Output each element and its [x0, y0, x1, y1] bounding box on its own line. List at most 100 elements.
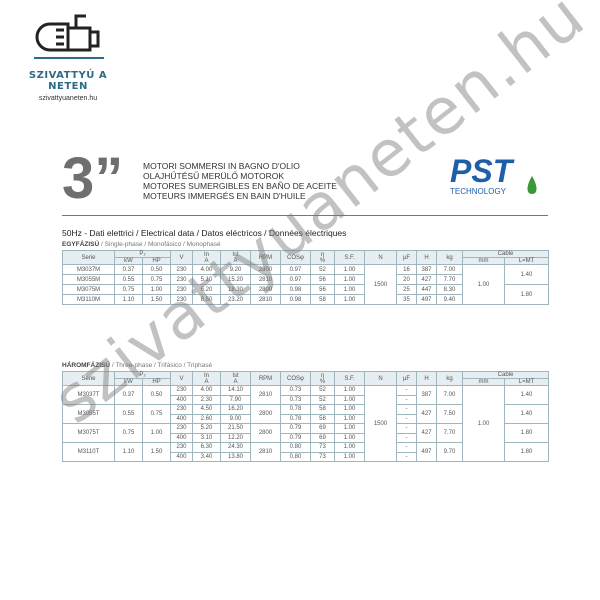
col-kg: kg: [436, 250, 463, 265]
cell-v: 230: [170, 442, 193, 453]
cell-l: 1.40: [504, 404, 549, 424]
col-in: In A: [192, 250, 221, 265]
cell-sf: 1.00: [334, 423, 365, 434]
cell-sf: 1.00: [334, 432, 365, 443]
cell-kg: 8.30: [436, 284, 463, 295]
cell-hp: 0.50: [142, 264, 171, 275]
title-fr: MOTEURS IMMERGÉS EN BAIN D'HUILE: [143, 191, 306, 201]
cell-serie: M3110T: [62, 442, 115, 462]
cell-v: 230: [170, 385, 193, 396]
cell-eta: 52: [310, 264, 335, 275]
cell-uf: -: [396, 451, 417, 462]
cell-sf: 1.00: [334, 284, 365, 295]
col-p2: P₂: [114, 250, 171, 258]
cell-cos: 0.78: [280, 404, 311, 415]
cell-kg: 7.70: [436, 274, 463, 285]
cell-cos: 0.73: [280, 385, 311, 396]
col-cable: Cable: [462, 250, 549, 258]
cell-mm: 1.00: [462, 385, 505, 462]
col-hp: HP: [142, 257, 171, 265]
col-sf: S.F.: [334, 371, 365, 386]
cell-kw: 0.37: [114, 264, 143, 275]
cell-l: 1.80: [504, 284, 549, 305]
single-phase-heading: EGYFÁZISÚ / Single-phase / Monofásico / …: [62, 241, 221, 248]
cell-cos: 0.78: [280, 413, 311, 424]
table-row: M3110M 1.10 1.50 230 8.50 23.20 2810 0.98 58 1.00…: [62, 294, 549, 305]
cell-n: 1500: [364, 385, 397, 462]
col-v: V: [170, 250, 193, 265]
cell-l: 1.80: [504, 442, 549, 462]
pst-technology-logo: PST TECHNOLOGY: [450, 154, 537, 196]
cell-eta: 56: [310, 274, 335, 285]
cell-in: 4.00: [192, 385, 221, 396]
cell-kg: 7.70: [436, 423, 463, 443]
cell-sf: 1.00: [334, 413, 365, 424]
site-logo[interactable]: SZIVATTYÚ A NETEN szivattyuaneten.hu: [8, 10, 128, 102]
cell-uf: 35: [396, 294, 417, 305]
cell-l: 1.80: [504, 423, 549, 443]
brand-name: SZIVATTYÚ A NETEN: [28, 70, 108, 92]
cell-serie: M3037M: [62, 264, 115, 275]
cell-eta: 69: [310, 423, 335, 434]
cell-uf: -: [396, 432, 417, 443]
electrical-data-heading: 50Hz - Dati elettrici / Electrical data …: [62, 228, 347, 238]
cell-ist: 16.20: [220, 404, 251, 415]
col-h: H: [416, 371, 437, 386]
col-cable: Cable: [462, 371, 549, 379]
cell-sf: 1.00: [334, 394, 365, 405]
cell-ist: 13.80: [220, 451, 251, 462]
col-n: N: [364, 250, 397, 265]
table-row: 400 2.30 7.90 0.73 52 1.00 -: [63, 394, 549, 405]
cell-uf: -: [396, 423, 417, 434]
pump-icon: [34, 14, 104, 59]
cell-h: 387: [416, 385, 437, 405]
divider: [62, 215, 548, 216]
cell-h: 427: [416, 274, 437, 285]
cell-rpm: 2810: [250, 442, 281, 462]
brand-url: szivattyuaneten.hu: [38, 95, 98, 102]
col-kg: kg: [436, 371, 463, 386]
cell-l: 1.40: [504, 385, 549, 405]
cell-in: 3.10: [192, 432, 221, 443]
cell-eta: 56: [310, 284, 335, 295]
cell-cos: 0.98: [280, 294, 311, 305]
cell-v: 400: [170, 451, 193, 462]
col-h: H: [416, 250, 437, 265]
cell-in: 2.30: [192, 394, 221, 405]
cell-serie: M3075M: [62, 284, 115, 295]
col-v: V: [170, 371, 193, 386]
cell-eta: 73: [310, 442, 335, 453]
cell-uf: -: [396, 413, 417, 424]
col-mm: mm: [462, 257, 505, 265]
title-hu: OLAJHŰTÉSŰ MERÜLŐ MOTOROK: [143, 171, 285, 181]
cell-kg: 9.70: [436, 442, 463, 462]
col-eta: η%: [310, 371, 335, 386]
col-n: N: [364, 371, 397, 386]
cell-cos: 0.80: [280, 442, 311, 453]
product-titles: MOTORI SOMMERSI IN BAGNO D'OLIO OLAJHŰTÉ…: [143, 161, 337, 201]
cell-h: 427: [416, 404, 437, 424]
cell-v: 230: [170, 423, 193, 434]
cell-mm: 1.00: [462, 264, 505, 305]
cell-cos: 0.98: [280, 284, 311, 295]
cell-kw: 0.75: [114, 423, 143, 443]
cell-ist: 9.00: [220, 413, 251, 424]
cell-ist: 12.20: [220, 432, 251, 443]
cell-kw: 0.75: [114, 284, 143, 295]
cell-uf: 16: [396, 264, 417, 275]
cell-ist: 21.50: [220, 423, 251, 434]
cell-uf: -: [396, 394, 417, 405]
cell-v: 400: [170, 394, 193, 405]
cell-sf: 1.00: [334, 264, 365, 275]
cell-ist: 14.10: [220, 385, 251, 396]
pst-tech-text: TECHNOLOGY: [450, 187, 507, 196]
col-serie: Serie: [62, 371, 115, 386]
cell-v: 400: [170, 432, 193, 443]
cell-l: 1.40: [504, 264, 549, 285]
cell-kg: 9.40: [436, 294, 463, 305]
title-es: MOTORES SUMERGIBLES EN BAÑO DE ACEITE: [143, 181, 337, 191]
cell-ist: 7.90: [220, 394, 251, 405]
header-row: kW HP mm L=MT: [63, 257, 549, 265]
